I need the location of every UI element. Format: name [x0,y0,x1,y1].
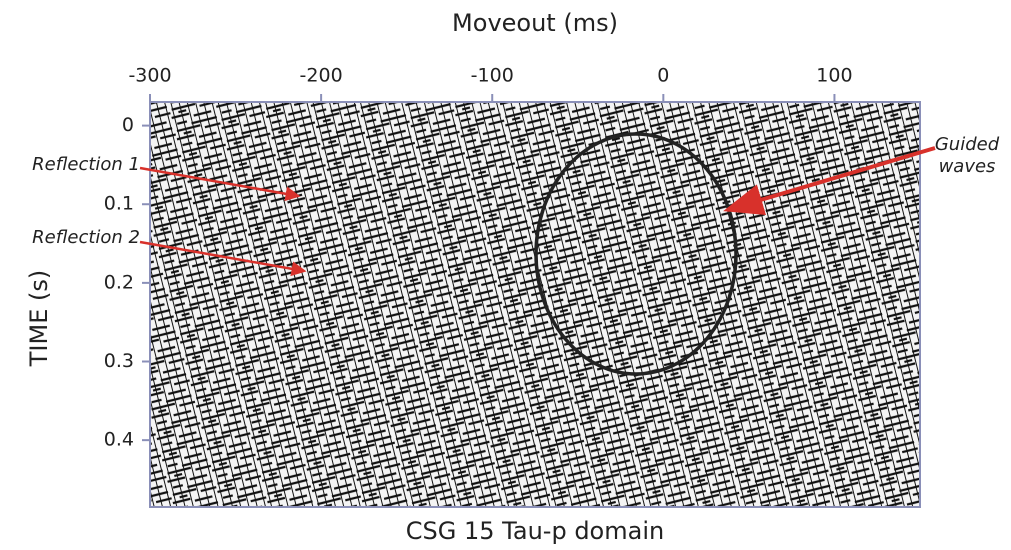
annotation: Reflection 2 [32,227,140,248]
x-tick-label: 100 [816,65,852,87]
x-tick-label: 0 [657,65,669,87]
caption: CSG 15 Tau-p domain [406,517,664,545]
y-tick-label: 0 [122,114,134,136]
highlight-ellipse [534,132,738,376]
y-axis-label: TIME (s) [25,270,53,367]
y-tick-label: 0.3 [104,350,134,372]
arrow [139,166,301,202]
arrow [723,146,936,216]
y-tick-label: 0.4 [104,429,134,451]
axes: -300 -200 -100 0 100 0 0.1 0.2 0.3 0.4 [104,65,853,451]
x-axis-label: Moveout (ms) [452,9,618,37]
seismic-image [149,101,921,508]
x-tick-label: -300 [128,65,171,87]
annotation: Reflection 1 [32,154,140,175]
arrow [139,240,307,277]
y-tick-label: 0.2 [104,271,134,293]
x-tick-label: -200 [300,65,343,87]
x-tick-label: -100 [471,65,514,87]
annotation: Guided waves [934,134,1000,177]
y-tick-label: 0.1 [104,193,134,215]
